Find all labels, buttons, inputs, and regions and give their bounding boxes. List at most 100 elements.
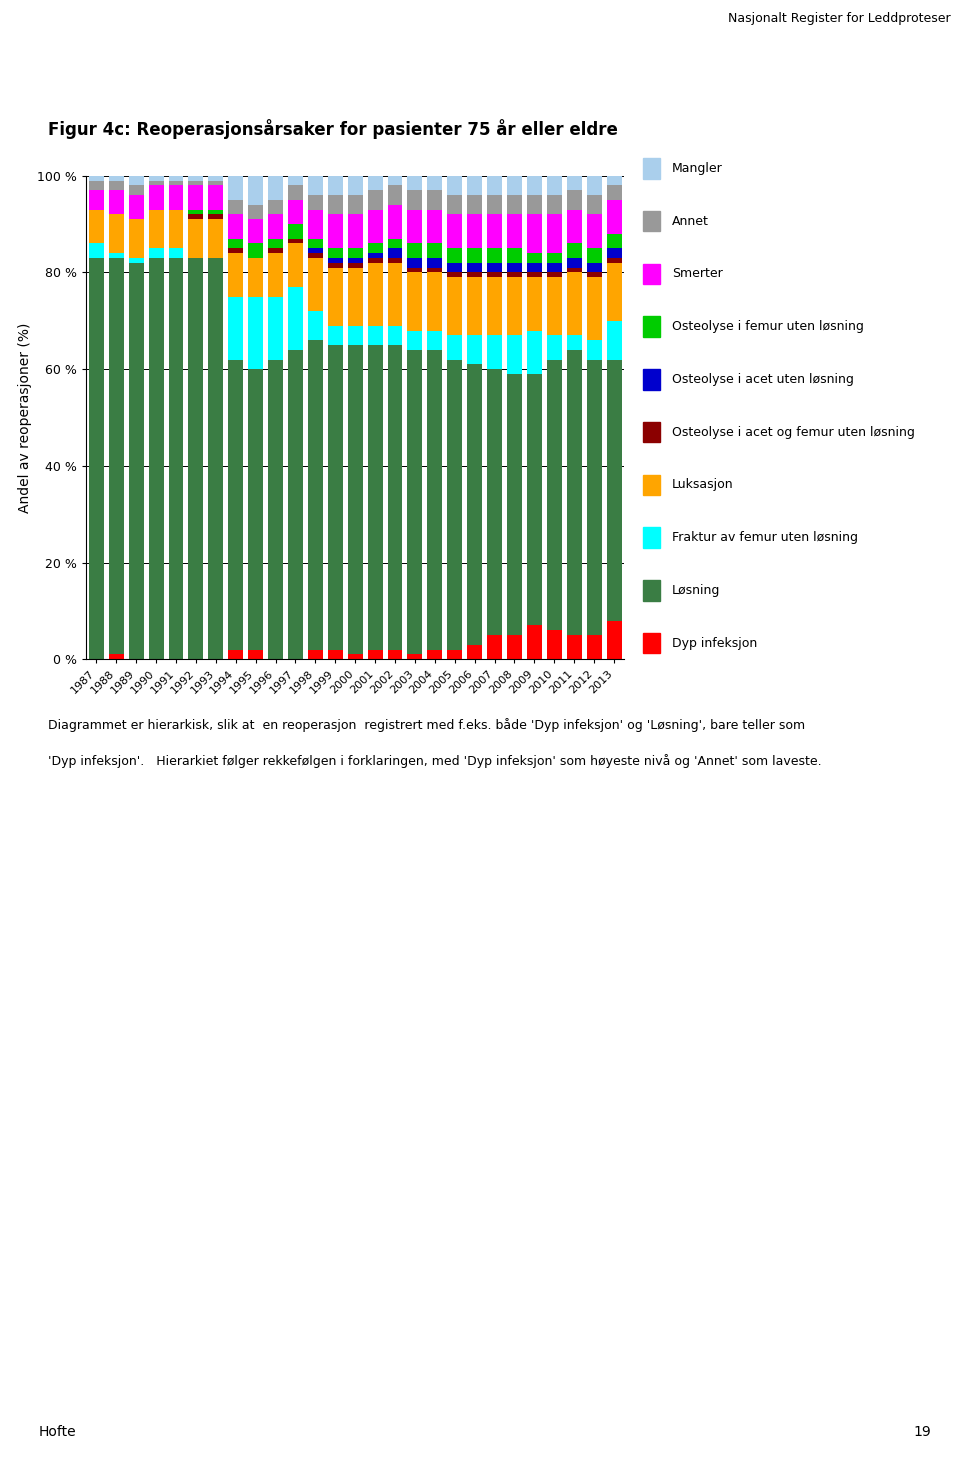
Text: Fraktur av femur uten løsning: Fraktur av femur uten løsning: [672, 532, 858, 544]
Bar: [188, 220, 204, 258]
Bar: [308, 340, 323, 649]
Bar: [468, 262, 482, 272]
Bar: [587, 272, 602, 277]
Bar: [249, 243, 263, 258]
Bar: [308, 258, 323, 311]
Bar: [208, 186, 224, 209]
Bar: [388, 258, 402, 262]
Bar: [268, 248, 283, 253]
Bar: [388, 649, 402, 659]
Bar: [288, 224, 303, 239]
Bar: [427, 190, 443, 209]
Bar: [487, 195, 502, 214]
Bar: [188, 258, 204, 659]
Bar: [468, 176, 482, 195]
Bar: [547, 359, 562, 630]
Bar: [407, 350, 422, 655]
Bar: [308, 195, 323, 209]
Bar: [607, 262, 621, 321]
Bar: [348, 195, 363, 214]
Bar: [607, 234, 621, 248]
Bar: [228, 199, 243, 214]
Bar: [327, 325, 343, 344]
Bar: [89, 243, 104, 258]
Bar: [169, 180, 183, 186]
Bar: [368, 325, 383, 344]
Bar: [507, 634, 522, 659]
Bar: [607, 186, 621, 199]
Bar: [407, 243, 422, 258]
Bar: [427, 331, 443, 350]
Bar: [149, 258, 163, 659]
Bar: [407, 272, 422, 331]
Bar: [507, 262, 522, 272]
Bar: [89, 190, 104, 209]
Bar: [149, 180, 163, 186]
Bar: [587, 176, 602, 195]
Bar: [169, 176, 183, 180]
Bar: [566, 190, 582, 209]
Bar: [89, 209, 104, 243]
Bar: [447, 272, 462, 277]
Bar: [388, 186, 402, 205]
Bar: [407, 176, 422, 190]
Bar: [547, 335, 562, 359]
Bar: [388, 325, 402, 344]
Bar: [368, 258, 383, 262]
Bar: [208, 220, 224, 258]
Text: Osteolyse i femur uten løsning: Osteolyse i femur uten løsning: [672, 321, 864, 333]
Bar: [149, 176, 163, 180]
Bar: [129, 262, 144, 659]
Bar: [348, 325, 363, 344]
Text: 19: 19: [914, 1424, 931, 1439]
Bar: [507, 214, 522, 248]
Text: Osteolyse i acet uten løsning: Osteolyse i acet uten løsning: [672, 374, 853, 385]
Bar: [268, 176, 283, 199]
Bar: [208, 258, 224, 659]
Bar: [427, 268, 443, 272]
Bar: [566, 268, 582, 272]
Bar: [169, 186, 183, 209]
Bar: [447, 214, 462, 248]
Bar: [327, 258, 343, 262]
Bar: [368, 176, 383, 190]
Bar: [547, 214, 562, 253]
Text: Løsning: Løsning: [672, 585, 720, 596]
Bar: [268, 359, 283, 659]
Bar: [228, 649, 243, 659]
Bar: [169, 209, 183, 248]
Bar: [89, 176, 104, 180]
Bar: [587, 340, 602, 359]
Bar: [327, 344, 343, 649]
Bar: [547, 262, 562, 272]
Bar: [547, 176, 562, 195]
Bar: [507, 248, 522, 262]
Bar: [268, 253, 283, 296]
Bar: [407, 258, 422, 268]
Bar: [487, 335, 502, 369]
Bar: [188, 180, 204, 186]
Bar: [527, 374, 541, 626]
Bar: [288, 186, 303, 199]
Bar: [108, 258, 124, 655]
Bar: [388, 239, 402, 248]
Bar: [507, 272, 522, 277]
Bar: [249, 296, 263, 369]
Bar: [547, 630, 562, 659]
Bar: [388, 176, 402, 186]
Bar: [228, 214, 243, 239]
Bar: [368, 209, 383, 243]
Bar: [348, 214, 363, 248]
Bar: [327, 214, 343, 248]
Bar: [368, 253, 383, 258]
Bar: [288, 243, 303, 287]
Bar: [169, 258, 183, 659]
Bar: [487, 272, 502, 277]
Bar: [507, 335, 522, 374]
Bar: [308, 209, 323, 239]
Bar: [228, 253, 243, 296]
Bar: [427, 649, 443, 659]
Bar: [89, 180, 104, 190]
Text: Smerter: Smerter: [672, 268, 723, 280]
Bar: [547, 277, 562, 335]
